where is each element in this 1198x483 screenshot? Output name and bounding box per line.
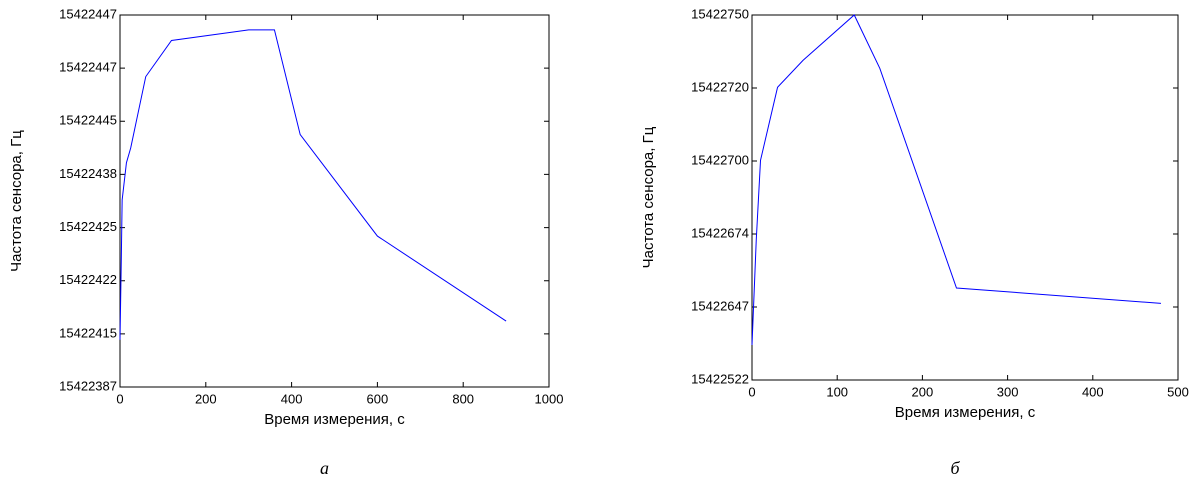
x-tick-label: 300	[997, 384, 1019, 399]
caption: б	[950, 458, 960, 478]
caption: а	[320, 458, 329, 478]
x-tick-label: 0	[116, 391, 123, 406]
data-line	[119, 29, 507, 340]
data-line	[751, 14, 1161, 345]
x-tick-label: 200	[912, 384, 934, 399]
y-tick-label: 15422700	[691, 152, 749, 167]
y-axis-label: Частота сенсора, Гц	[640, 126, 657, 268]
x-tick-label: 400	[1082, 384, 1104, 399]
x-tick-label: 400	[281, 391, 303, 406]
y-tick-label: 15422720	[691, 79, 749, 94]
x-axis-label: Время измерения, с	[264, 411, 405, 428]
y-tick-label: 15422447	[59, 60, 117, 75]
x-tick-label: 100	[826, 384, 848, 399]
x-tick-label: 1000	[535, 391, 564, 406]
x-tick-label: 500	[1167, 384, 1189, 399]
plot-frame	[119, 14, 550, 388]
x-tick-label: 0	[748, 384, 755, 399]
y-tick-label: 15422415	[59, 325, 117, 340]
y-tick-label: 15422750	[691, 6, 749, 21]
x-tick-label: 200	[195, 391, 217, 406]
y-tick-label: 15422647	[691, 298, 749, 313]
y-axis-label: Частота сенсора, Гц	[8, 130, 25, 272]
y-tick-label: 15422387	[59, 378, 117, 393]
y-tick-label: 15422425	[59, 219, 117, 234]
y-tick-label: 15422674	[691, 225, 749, 240]
x-tick-label: 800	[452, 391, 474, 406]
y-tick-label: 15422438	[59, 166, 117, 181]
plot-frame	[751, 14, 1179, 381]
y-tick-label: 15422447	[59, 6, 117, 21]
y-tick-label: 15422422	[59, 272, 117, 287]
y-tick-label: 15422445	[59, 113, 117, 128]
x-tick-label: 600	[367, 391, 389, 406]
y-tick-label: 15422522	[691, 371, 749, 386]
x-axis-label: Время измерения, с	[895, 404, 1036, 421]
